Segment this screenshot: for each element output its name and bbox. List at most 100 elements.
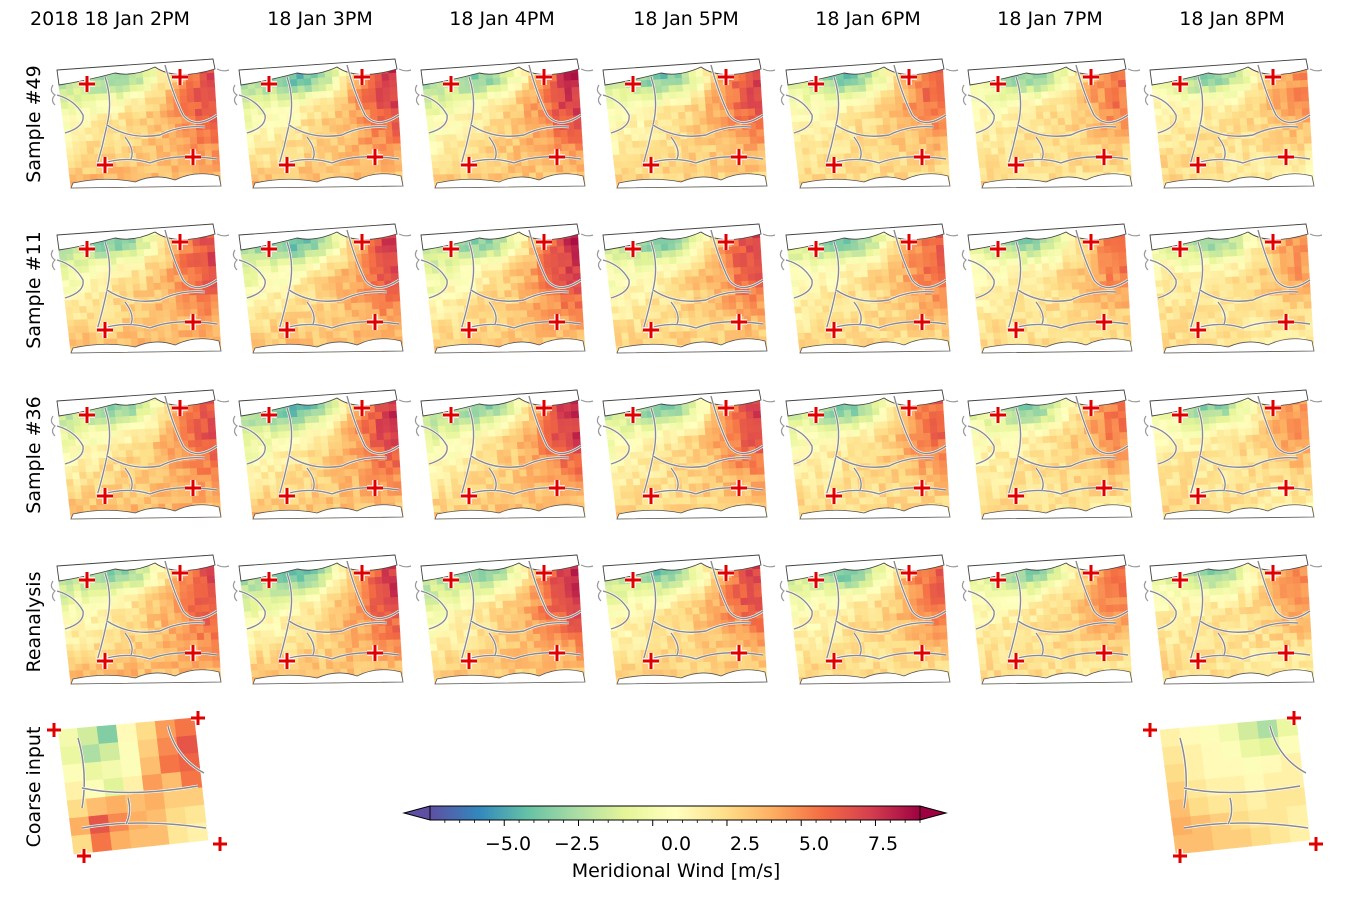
field-cell (1096, 166, 1103, 173)
field-cell (437, 148, 445, 155)
field-cell (272, 114, 280, 121)
field-cell (391, 101, 398, 108)
field-cell (143, 77, 151, 84)
field-cell (256, 320, 264, 327)
field-cell (822, 134, 830, 141)
field-cell (900, 159, 907, 166)
field-cell (875, 277, 883, 284)
field-cell (1165, 135, 1173, 142)
field-cell (93, 306, 101, 313)
field-cell (1043, 112, 1051, 119)
field-cell (479, 147, 487, 154)
field-cell (688, 139, 696, 146)
field-cell (1057, 105, 1065, 112)
field-cell (615, 109, 623, 116)
field-cell (499, 139, 507, 146)
field-cell (88, 154, 96, 161)
field-cell (877, 290, 885, 297)
field-cell (343, 118, 351, 125)
field-cell (69, 109, 77, 116)
field-cell (625, 300, 633, 307)
field-cell (495, 339, 503, 346)
field-cell (1048, 85, 1056, 92)
field-cell (360, 159, 367, 166)
coastline (415, 250, 419, 270)
field-cell (837, 312, 845, 319)
field-cell (431, 320, 439, 327)
field-cell (687, 126, 695, 133)
field-cell (1283, 137, 1290, 144)
field-cell (1246, 104, 1254, 111)
field-cell (523, 90, 531, 97)
field-cell (297, 79, 305, 86)
field-cell (376, 260, 384, 267)
field-cell (531, 110, 539, 117)
field-cell (885, 139, 893, 146)
field-cell (445, 320, 453, 327)
field-cell (696, 242, 704, 249)
field-cell (268, 135, 276, 142)
field-cell (715, 296, 722, 303)
field-cell (150, 153, 158, 160)
field-cell (300, 106, 308, 113)
field-cell (365, 131, 373, 138)
field-cell (487, 92, 495, 99)
field-cell (145, 256, 153, 263)
field-cell (636, 114, 644, 121)
field-cell (1061, 153, 1069, 160)
field-cell (854, 106, 862, 113)
coastline (51, 85, 55, 105)
field-cell (305, 325, 313, 332)
field-cell (909, 261, 917, 268)
field-cell (462, 286, 470, 293)
field-cell (1061, 77, 1069, 84)
field-cell (702, 304, 710, 311)
field-cell (822, 299, 830, 306)
field-cell (251, 274, 259, 281)
field-cell (897, 117, 905, 124)
field-cell (805, 168, 813, 175)
field-cell (1034, 92, 1042, 99)
field-cell (744, 309, 751, 316)
field-cell (269, 313, 277, 320)
field-cell (308, 119, 316, 126)
field-cell (844, 147, 852, 154)
field-cell (933, 295, 940, 302)
field-cell (110, 332, 118, 339)
field-cell (930, 95, 938, 102)
field-cell (736, 302, 743, 309)
field-cell (878, 139, 886, 146)
field-cell (440, 168, 448, 175)
field-cell (859, 250, 867, 257)
field-cell (377, 102, 384, 109)
field-cell (209, 266, 216, 273)
field-cell (457, 306, 465, 313)
field-cell (1242, 146, 1250, 153)
field-cell (867, 263, 875, 270)
field-cell (513, 139, 521, 146)
field-cell (1287, 88, 1295, 95)
field-cell (250, 162, 258, 169)
field-cell (694, 125, 702, 132)
field-cell (156, 139, 164, 146)
field-cell (854, 271, 862, 278)
field-cell (818, 333, 826, 340)
field-cell (1026, 79, 1034, 86)
field-cell (210, 288, 217, 295)
field-cell (721, 117, 729, 124)
field-cell (374, 165, 381, 172)
field-cell (512, 125, 520, 132)
field-cell (531, 275, 539, 282)
field-cell (190, 302, 197, 309)
field-cell (705, 255, 713, 262)
field-cell (683, 256, 691, 263)
field-cell (653, 305, 661, 312)
field-cell (1117, 165, 1124, 172)
field-cell (437, 253, 445, 260)
field-cell (741, 109, 748, 116)
field-cell (254, 135, 262, 142)
field-cell (1158, 135, 1166, 142)
field-cell (844, 79, 852, 86)
field-cell (687, 291, 695, 298)
field-cell (618, 135, 626, 142)
